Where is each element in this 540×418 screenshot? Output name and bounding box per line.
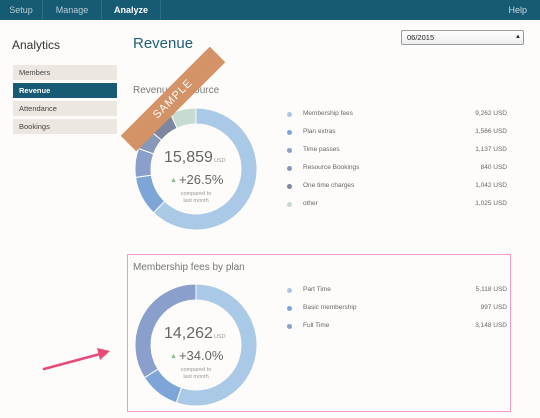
- donut-segment: [134, 283, 197, 379]
- donut-change-value: +26.5%: [178, 172, 224, 187]
- membership-fees-donut: [134, 283, 258, 407]
- legend-item: Basic membership 997 USD: [287, 303, 507, 315]
- legend-dot-icon: [287, 148, 292, 153]
- legend-label: Time passes: [303, 146, 340, 153]
- legend-item: Membership fees 9,262 USD: [287, 109, 507, 121]
- revenue-by-source-legend: Membership fees 9,262 USD Plan extras 1,…: [287, 109, 507, 209]
- membership-fees-legend: Part Time 5,118 USD Basic membership 997…: [287, 285, 507, 333]
- tab-manage[interactable]: Manage: [55, 5, 89, 15]
- donut-note-line: compared to: [180, 191, 212, 197]
- legend-label: Plan extras: [303, 128, 336, 135]
- month-select-value: 06/2015: [407, 33, 435, 42]
- legend-dot-icon: [287, 324, 292, 329]
- sidebar-item-members[interactable]: Members: [13, 65, 117, 81]
- donut-change-value: +34.0%: [178, 348, 224, 363]
- legend-dot-icon: [287, 112, 292, 117]
- donut-segment: [169, 107, 197, 129]
- legend-item: Full Time 3,148 USD: [287, 321, 507, 333]
- legend-item: Plan extras 1,566 USD: [287, 127, 507, 139]
- legend-item: Time passes 1,137 USD: [287, 145, 507, 157]
- legend-label: Basic membership: [303, 304, 357, 311]
- legend-label: other: [303, 200, 318, 207]
- donut-change: ▲ +34.0%: [170, 348, 223, 363]
- legend-value: 1,566 USD: [475, 128, 507, 135]
- top-nav-bar: Setup Manage Analyze Help: [0, 0, 540, 20]
- chevron-updown-icon: ▲: [515, 34, 521, 40]
- highlight-box: [127, 254, 511, 412]
- legend-label: Full Time: [303, 322, 330, 329]
- legend-dot-icon: [287, 288, 292, 293]
- sidebar-title: Analytics: [12, 38, 61, 52]
- legend-value: 3,148 USD: [475, 322, 507, 329]
- tab-divider: [160, 0, 161, 20]
- donut-total-unit: USD: [213, 158, 226, 164]
- up-triangle-icon: ▲: [170, 177, 177, 184]
- tab-divider: [101, 0, 102, 20]
- donut-total-unit: USD: [213, 334, 226, 340]
- donut-note: compared to last month: [171, 191, 221, 205]
- donut-change: ▲ +26.5%: [170, 172, 223, 187]
- tab-divider: [42, 0, 43, 20]
- sidebar-item-revenue[interactable]: Revenue: [13, 83, 117, 99]
- tab-setup[interactable]: Setup: [9, 5, 33, 15]
- sidebar-item-bookings[interactable]: Bookings: [13, 119, 117, 135]
- legend-item: Resource Bookings 840 USD: [287, 163, 507, 175]
- annotation-arrow: [42, 348, 110, 371]
- legend-item: Part Time 5,118 USD: [287, 285, 507, 297]
- legend-item: other 1,025 USD: [287, 199, 507, 211]
- legend-value: 1,137 USD: [475, 146, 507, 153]
- donut-total-value: 14,262: [164, 325, 213, 342]
- donut-total: 15,859USD: [164, 149, 226, 167]
- legend-value: 1,025 USD: [475, 200, 507, 207]
- donut-note-line: compared to: [180, 367, 212, 373]
- legend-label: One time charges: [303, 182, 355, 189]
- legend-label: Membership fees: [303, 110, 353, 117]
- legend-dot-icon: [287, 130, 292, 135]
- up-triangle-icon: ▲: [170, 353, 177, 360]
- legend-value: 840 USD: [480, 164, 507, 171]
- legend-dot-icon: [287, 184, 292, 189]
- tab-analyze[interactable]: Analyze: [113, 5, 148, 15]
- legend-dot-icon: [287, 306, 292, 311]
- legend-value: 5,118 USD: [475, 286, 507, 293]
- donut-segment: [152, 107, 258, 231]
- section-title-membership-fees-by-plan: Membership fees by plan: [133, 262, 245, 273]
- legend-value: 9,262 USD: [475, 110, 507, 117]
- revenue-by-source-donut: [134, 107, 258, 231]
- donut-note-line: last month: [183, 198, 209, 204]
- legend-label: Resource Bookings: [303, 164, 360, 171]
- legend-item: One time charges 1,042 USD: [287, 181, 507, 193]
- legend-label: Part Time: [303, 286, 331, 293]
- legend-value: 1,042 USD: [475, 182, 507, 189]
- donut-note-line: last month: [183, 374, 209, 380]
- month-select[interactable]: 06/2015 ▲: [401, 30, 524, 45]
- donut-note: compared to last month: [171, 367, 221, 381]
- help-link[interactable]: Help: [508, 5, 527, 15]
- donut-total-value: 15,859: [164, 149, 213, 166]
- legend-dot-icon: [287, 166, 292, 171]
- page-title: Revenue: [133, 35, 194, 52]
- sidebar-item-attendance[interactable]: Attendance: [13, 101, 117, 117]
- legend-value: 997 USD: [480, 304, 507, 311]
- legend-dot-icon: [287, 202, 292, 207]
- donut-total: 14,262USD: [164, 325, 226, 343]
- donut-segment: [175, 283, 258, 407]
